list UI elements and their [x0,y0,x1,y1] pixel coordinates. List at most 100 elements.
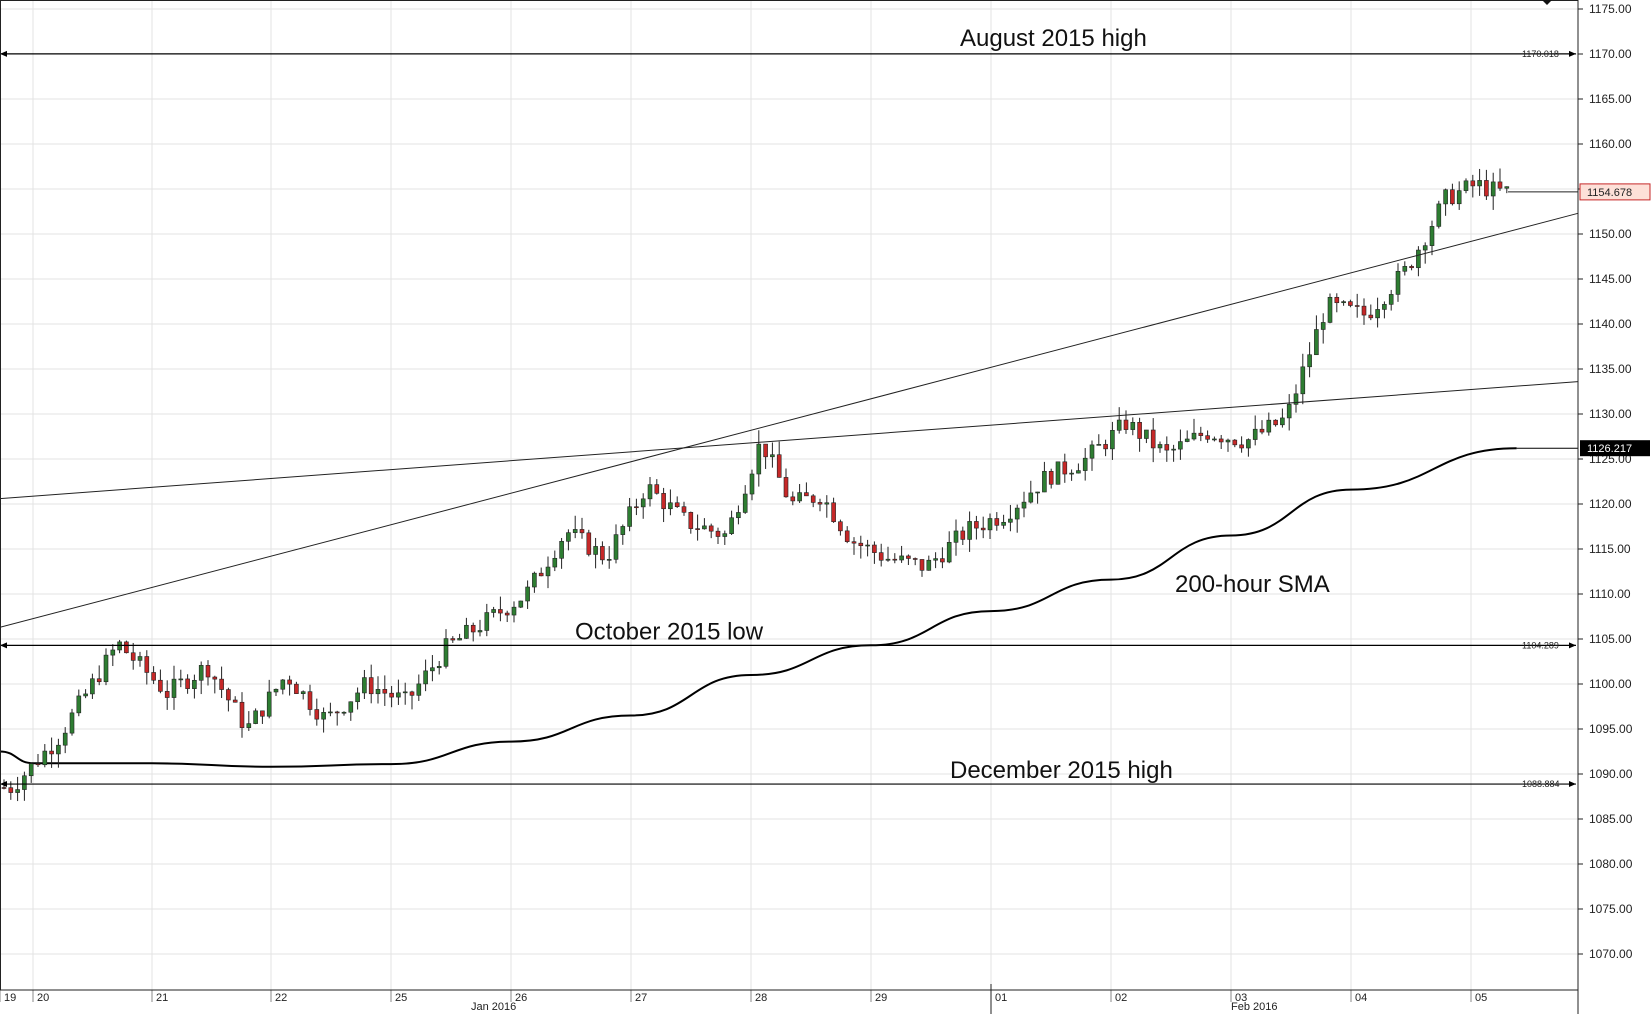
candle-body [402,691,408,694]
candle-body [1504,186,1510,189]
candle [1103,439,1108,457]
candle-body [736,512,741,519]
candle [287,675,292,696]
candle [756,430,762,487]
candle-body [164,691,170,698]
candle [396,679,401,705]
candle-body [572,529,578,533]
candle-body [1361,305,1367,316]
candle-body [137,656,143,661]
candle-body [1137,422,1142,439]
candle-body [1497,181,1503,189]
grid [0,0,1578,990]
candle [566,529,571,551]
candle [634,498,639,516]
candle [878,543,884,567]
candle-body [1429,226,1435,246]
candle [375,676,381,704]
candle [1341,300,1346,306]
candle-body [1273,419,1278,426]
scroll-marker-icon[interactable] [1542,0,1552,5]
candle-body [280,679,286,690]
candle-body [1021,501,1027,509]
candle [83,689,88,699]
candle [872,541,877,564]
candle-body [96,678,102,683]
candle-body [1252,428,1258,440]
month-label: Feb 2016 [1231,1001,1277,1013]
y-tick-label: 1145.00 [1589,272,1632,286]
candle [1164,436,1170,462]
arrow-left-icon [0,50,7,57]
candle-body [1341,301,1346,304]
candle [1280,408,1285,428]
candle-body [1014,507,1020,520]
candle [1130,417,1136,436]
candle-body [171,678,177,698]
y-tick-label: 1100.00 [1589,677,1632,691]
candle [933,552,938,569]
candle [1205,430,1210,443]
candle-body [518,600,524,608]
candle [695,514,700,541]
level-value: 1170.018 [1522,49,1559,59]
candle [1307,342,1312,378]
candle-body [1443,189,1448,205]
candle-body [1069,472,1074,475]
candle-body [1144,429,1149,439]
candle-body [62,732,68,746]
candle-body [368,677,374,695]
candle [1035,491,1040,504]
candle-body [8,787,14,793]
candle [300,690,306,700]
candle-body [484,612,490,631]
candle [994,512,1000,531]
candle [1334,293,1340,313]
candle-body [1280,417,1285,426]
candle [382,675,388,706]
candle-body [1436,203,1442,227]
candle-body [634,506,639,509]
candle [1361,298,1367,325]
candle [124,640,129,654]
candle [776,441,782,478]
candle [783,468,789,498]
candle-body [321,712,326,720]
y-tick-label: 1105.00 [1589,632,1632,646]
candle [355,687,360,710]
candle-body [443,638,449,667]
candle-body [538,572,544,577]
candle [858,535,864,559]
candle-body [1130,422,1136,430]
candle-body [1416,249,1421,269]
candle-body [783,477,789,498]
candle-body [545,566,551,577]
candle [953,519,959,556]
y-tick-label: 1090.00 [1589,767,1633,781]
level-label: October 2015 low [575,618,764,645]
arrow-right-icon [1569,50,1576,57]
candle [1225,438,1231,452]
candle [1008,504,1013,532]
x-tick-label: 26 [515,992,527,1004]
candle [967,511,972,552]
candle-body [185,678,190,689]
candle [810,494,816,508]
candle [1082,448,1088,481]
candle-body [566,532,571,542]
candle [409,690,415,710]
candle-body [498,609,503,614]
candle [790,491,796,506]
candle [56,738,61,768]
candle [273,688,279,697]
candle-body [389,692,394,698]
candle-body [430,667,435,672]
candle [1436,200,1442,229]
candle-body [613,534,619,560]
candle-body [674,502,680,507]
x-tick-label: 20 [37,992,49,1004]
candle [328,702,333,717]
candle [1171,444,1176,462]
candle [1144,429,1149,444]
trendline [0,212,1579,628]
